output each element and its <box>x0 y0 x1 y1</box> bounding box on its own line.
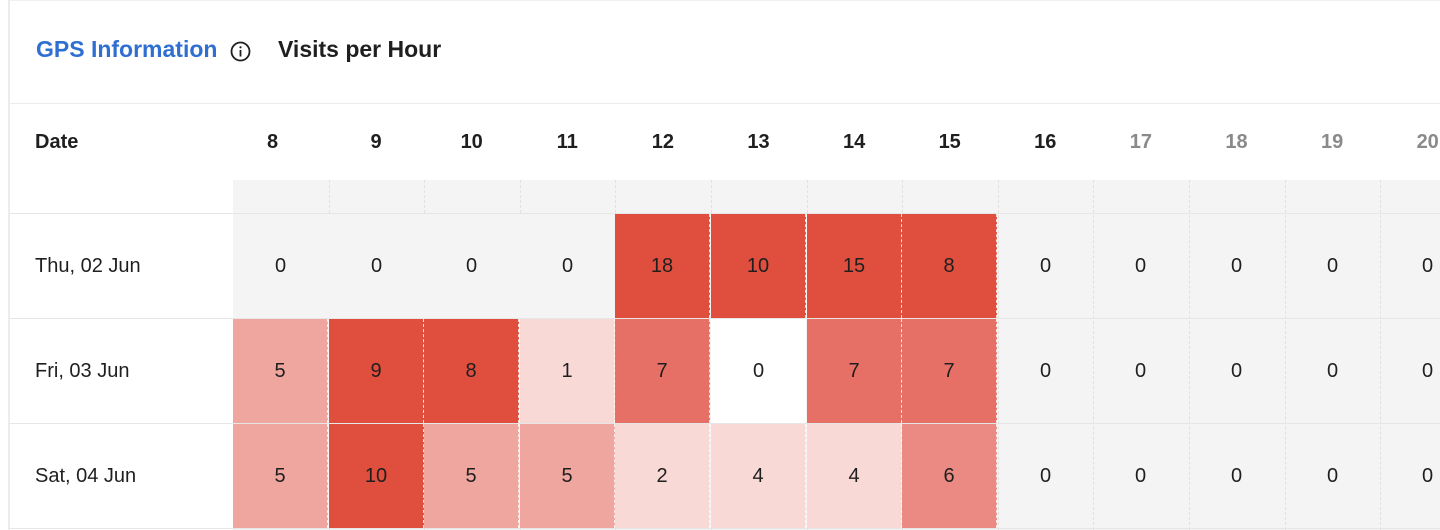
heatmap-cell: 8 <box>902 214 997 318</box>
hour-header-18: 18 <box>1225 131 1248 153</box>
heatmap-cell: 7 <box>902 319 997 423</box>
heatmap-cell: 5 <box>424 424 519 528</box>
hour-header-8: 8 <box>266 131 279 153</box>
heatmap-cell: 5 <box>233 319 328 423</box>
column-separator <box>998 180 999 530</box>
panel-left-border <box>8 0 10 530</box>
heatmap-cell: 0 <box>1230 465 1243 487</box>
heatmap-cell: 0 <box>520 214 615 318</box>
column-separator <box>1380 180 1381 530</box>
heatmap-cell: 6 <box>902 424 997 528</box>
heatmap-cell: 0 <box>233 214 328 318</box>
heatmap-cell: 0 <box>1230 255 1243 277</box>
panel-top-border <box>10 0 1440 1</box>
heatmap-cell: 10 <box>711 214 806 318</box>
heatmap-cell: 0 <box>1134 465 1147 487</box>
hour-header-16: 16 <box>1034 131 1057 153</box>
heatmap-cell: 0 <box>1039 255 1052 277</box>
hour-header-17: 17 <box>1129 131 1153 153</box>
info-icon[interactable] <box>230 41 251 62</box>
column-separator <box>1285 180 1286 530</box>
hour-header-20: 20 <box>1416 131 1439 153</box>
heatmap-cell: 4 <box>711 424 806 528</box>
column-separator <box>1189 180 1190 530</box>
heatmap-cell: 5 <box>520 424 615 528</box>
heatmap-cell: 0 <box>1134 255 1147 277</box>
heatmap-cell: 0 <box>424 214 519 318</box>
heatmap-cell: 0 <box>1421 465 1434 487</box>
heatmap-cell: 0 <box>1421 360 1434 382</box>
header-band <box>233 180 1440 213</box>
heatmap-cell: 9 <box>329 319 424 423</box>
row-divider <box>10 318 1440 319</box>
heatmap-cell: 0 <box>1326 255 1339 277</box>
heatmap-cell: 2 <box>615 424 710 528</box>
column-separator <box>1093 180 1094 530</box>
hour-header-14: 14 <box>842 131 866 153</box>
tab-visits-per-hour[interactable]: Visits per Hour <box>278 36 442 62</box>
heatmap-cell: 7 <box>807 319 902 423</box>
row-divider <box>10 423 1440 424</box>
hour-header-15: 15 <box>938 131 961 153</box>
heatmap-cell: 7 <box>615 319 710 423</box>
heatmap-cell: 0 <box>1039 465 1052 487</box>
hour-header-13: 13 <box>747 131 770 153</box>
heatmap-cell: 8 <box>424 319 519 423</box>
hour-header-12: 12 <box>651 131 675 153</box>
heatmap-cell: 1 <box>520 319 615 423</box>
row-date-label: Fri, 03 Jun <box>35 360 130 382</box>
row-date-label: Thu, 02 Jun <box>35 255 141 277</box>
hour-header-9: 9 <box>370 131 382 153</box>
hour-header-11: 11 <box>556 131 578 153</box>
heatmap-cell: 0 <box>1039 360 1052 382</box>
heatmap-cell: 0 <box>329 214 424 318</box>
heatmap-cell: 15 <box>807 214 902 318</box>
row-divider <box>10 528 1440 529</box>
heatmap-cell: 0 <box>1326 465 1339 487</box>
row-divider <box>10 213 1440 214</box>
heatmap-cell: 0 <box>1326 360 1339 382</box>
heatmap-cell: 0 <box>1230 360 1243 382</box>
panel-header: GPS Information Visits per Hour <box>10 0 1440 104</box>
heatmap-cell: 0 <box>711 319 806 423</box>
heatmap-cell: 0 <box>1421 255 1434 277</box>
heatmap-cell: 4 <box>807 424 902 528</box>
heatmap-cell: 0 <box>1134 360 1147 382</box>
date-column-header: Date <box>35 131 79 153</box>
hour-header-10: 10 <box>460 131 483 153</box>
heatmap-cell: 10 <box>329 424 424 528</box>
hour-header-19: 19 <box>1320 131 1344 153</box>
tab-gps-information[interactable]: GPS Information <box>36 36 218 62</box>
row-date-label: Sat, 04 Jun <box>35 465 137 487</box>
heatmap-cell: 5 <box>233 424 328 528</box>
heatmap-cell: 18 <box>615 214 710 318</box>
